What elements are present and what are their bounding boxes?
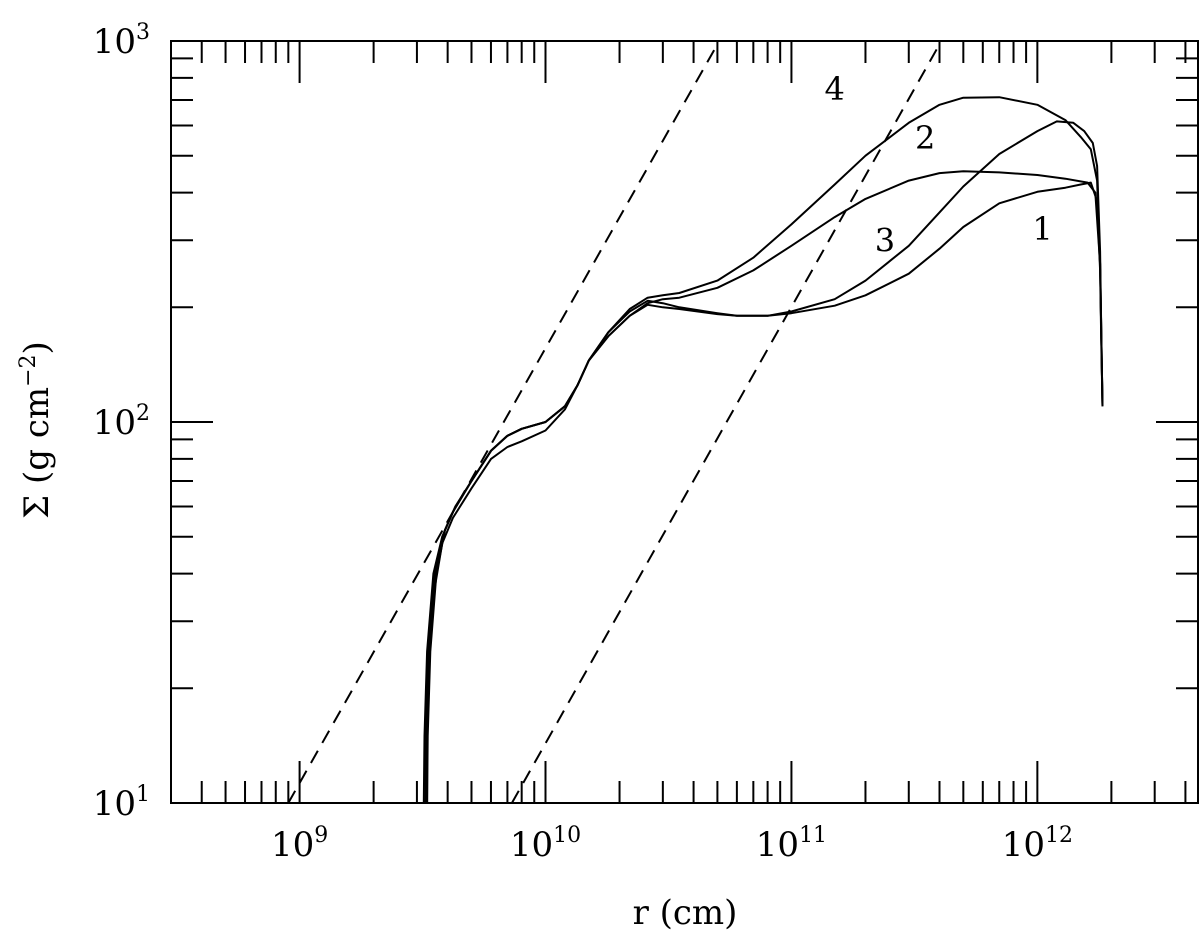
dashed-line-4	[287, 43, 719, 804]
curve-label-4: 4	[825, 70, 845, 108]
y-axis-title: Σ (g cm−2)	[16, 341, 57, 519]
curve-3	[424, 120, 1104, 804]
axis-ticks	[170, 41, 1198, 804]
x-tick-label: 109	[271, 823, 328, 865]
curve-labels: 1 2 3 4	[825, 70, 1053, 260]
curve-2	[422, 170, 1104, 804]
y-axis-title-exp: −2	[16, 354, 41, 386]
curve-4	[426, 96, 1104, 804]
y-tick-label: 103	[93, 20, 150, 62]
y-axis-title-close: )	[17, 341, 57, 354]
x-tick-label: 1010	[510, 823, 581, 865]
x-tick-label: 1012	[1002, 823, 1073, 865]
x-axis-title: r (cm)	[633, 893, 738, 933]
y-tick-label: 102	[93, 401, 150, 443]
tick-labels: 109 1010 1011 1012 101 102 103	[93, 20, 1073, 865]
curve-1	[426, 181, 1104, 803]
curve-label-2: 2	[915, 119, 935, 157]
curves	[287, 43, 1104, 804]
curve-label-1: 1	[1032, 210, 1052, 248]
y-tick-label: 101	[93, 782, 150, 824]
x-tick-label: 1011	[756, 823, 827, 865]
dashed-line-5	[511, 43, 941, 804]
plot-frame	[170, 40, 1199, 804]
y-axis-title-main: Σ (g cm	[17, 387, 57, 519]
curve-label-3: 3	[875, 222, 895, 260]
